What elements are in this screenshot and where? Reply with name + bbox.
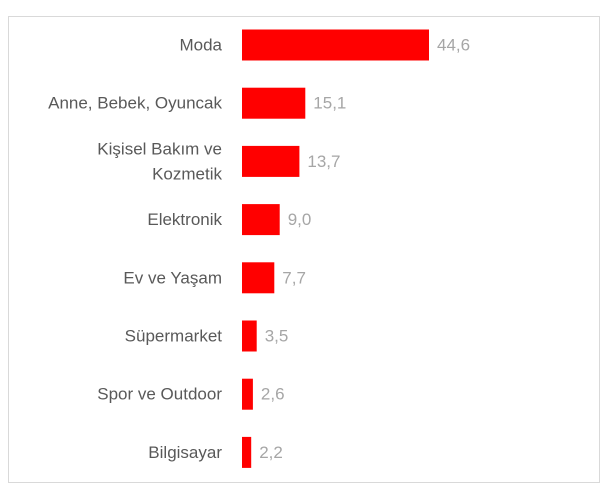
category-label-line: Spor ve Outdoor: [97, 385, 222, 404]
value-label-3: 9,0: [288, 210, 312, 229]
category-label-line: Elektronik: [147, 210, 222, 229]
bar-6: [242, 378, 253, 410]
category-label-7: Bilgisayar: [148, 443, 222, 462]
category-label-2: Kişisel Bakım ve Kozmetik: [97, 139, 222, 183]
category-label-line: Kişisel Bakım ve: [97, 139, 222, 158]
value-label-5: 3,5: [265, 327, 289, 346]
value-label-6: 2,6: [261, 385, 285, 404]
category-label-line: Kozmetik: [152, 164, 222, 183]
bar-7: [242, 436, 252, 468]
bar-4: [242, 262, 275, 294]
category-label-0: Moda: [179, 36, 222, 55]
value-label-2: 13,7: [307, 152, 340, 171]
category-label-line: Bilgisayar: [148, 443, 222, 462]
bar-2: [242, 145, 300, 177]
category-label-line: Anne, Bebek, Oyuncak: [48, 94, 222, 113]
bar-3: [242, 204, 280, 236]
bar-1: [242, 87, 306, 119]
value-label-7: 2,2: [259, 443, 283, 462]
value-label-1: 15,1: [313, 94, 346, 113]
category-label-3: Elektronik: [147, 210, 222, 229]
category-label-5: Süpermarket: [125, 327, 223, 346]
category-label-1: Anne, Bebek, Oyuncak: [48, 94, 222, 113]
bar-0: [242, 29, 429, 61]
value-label-0: 44,6: [437, 36, 470, 55]
bar-5: [242, 320, 257, 352]
category-label-6: Spor ve Outdoor: [97, 385, 222, 404]
category-label-line: Ev ve Yaşam: [123, 268, 222, 287]
category-label-4: Ev ve Yaşam: [123, 268, 222, 287]
value-label-4: 7,7: [282, 268, 306, 287]
category-label-line: Süpermarket: [125, 327, 223, 346]
category-label-line: Moda: [179, 36, 222, 55]
